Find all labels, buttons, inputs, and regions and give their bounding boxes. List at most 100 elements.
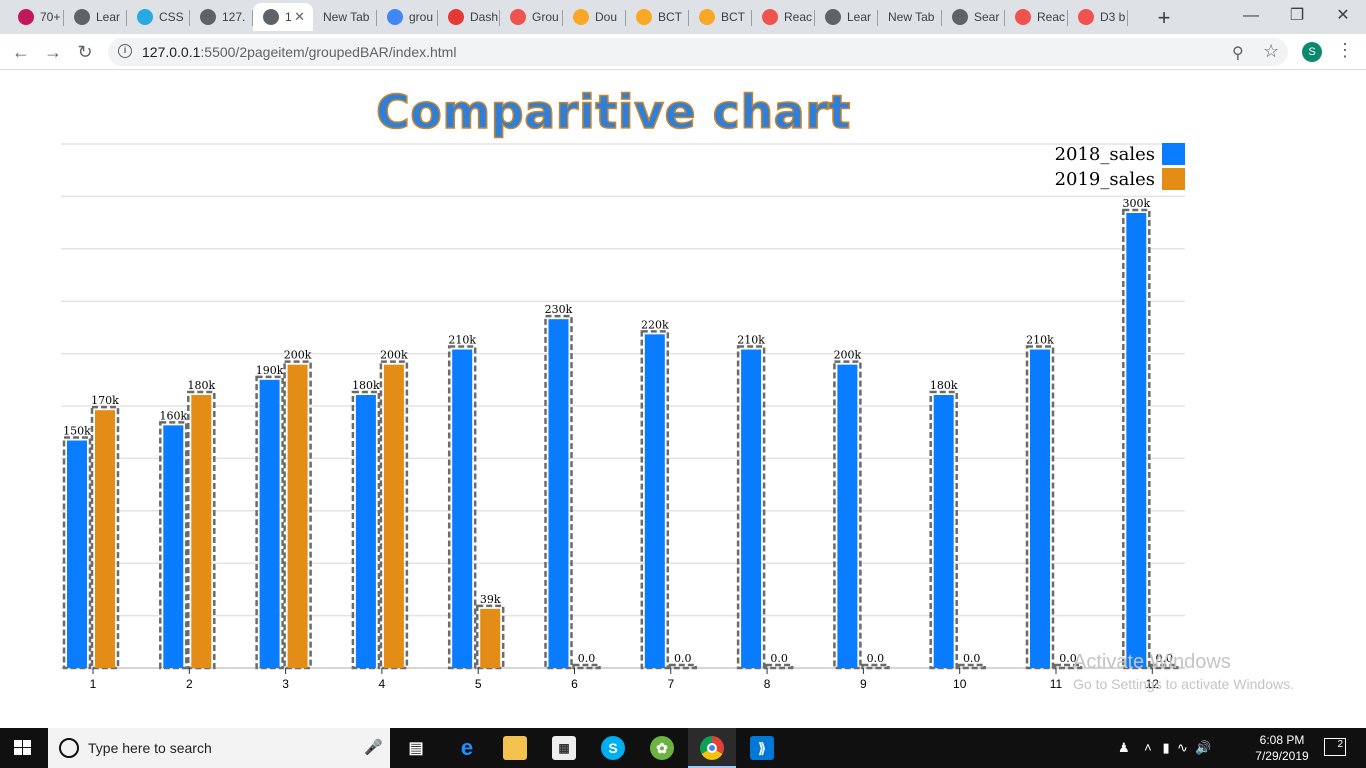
tab-7[interactable]: grou <box>377 3 438 31</box>
task-view-icon[interactable]: ▤ <box>408 740 424 757</box>
address-bar[interactable]: i 127.0.0.1:5500/2pageitem/groupedBAR/in… <box>108 38 1288 66</box>
system-tray: ♟ ˄ ▮ ∿ 🔊 <box>1118 740 1211 756</box>
tab-1[interactable]: 70+ <box>8 3 64 31</box>
tab-17[interactable]: Reac <box>1005 3 1068 31</box>
bar-outline <box>1053 663 1083 670</box>
microphone-icon[interactable]: 🎤 <box>364 739 383 756</box>
x-tick-label: 11 <box>1050 677 1063 691</box>
avatar[interactable]: S <box>1302 42 1322 62</box>
notification-icon[interactable]: 2 <box>1324 738 1346 756</box>
kebab-menu-icon[interactable]: ⋮ <box>1336 40 1354 60</box>
watermark-line2: Go to Settings to activate Windows. <box>1073 676 1294 692</box>
x-tick-label: 8 <box>764 677 771 691</box>
tab-10[interactable]: Dou <box>563 3 626 31</box>
vscode-icon[interactable]: ⟫ <box>750 736 774 760</box>
tab-separator <box>877 10 878 26</box>
tab-close-icon[interactable]: ✕ <box>294 9 305 24</box>
bar <box>355 395 376 668</box>
windows-start-icon[interactable] <box>14 740 32 756</box>
globe-icon <box>952 9 968 25</box>
tab-separator <box>63 10 64 26</box>
tab-label: Lear <box>96 10 121 24</box>
url-host: 127.0.0.1 <box>142 44 201 60</box>
data-label: 180k <box>187 379 215 392</box>
zoom-icon[interactable]: ⚲ <box>1232 45 1244 62</box>
back-button[interactable]: ← <box>12 42 30 62</box>
new-tab-button[interactable]: + <box>1157 5 1171 30</box>
tab-label: Reac <box>784 10 813 24</box>
info-icon[interactable]: i <box>118 44 132 58</box>
tab-label: BCT <box>658 10 682 24</box>
data-label: 210k <box>1026 334 1054 347</box>
tab-separator <box>1127 10 1128 26</box>
battery-icon[interactable]: ▮ <box>1162 740 1170 755</box>
taskbar: Type here to search 🎤 ▤ e ▦ S ✿ ⟫ ♟ ˄ ▮ … <box>0 728 1366 768</box>
tab-5[interactable]: 1 ✕ <box>253 3 313 31</box>
clock[interactable]: 6:08 PM 7/29/2019 <box>1252 732 1312 764</box>
tab-2[interactable]: Lear <box>64 3 127 31</box>
tab-label: Grou <box>532 10 559 24</box>
people-icon[interactable]: ♟ <box>1118 740 1130 755</box>
tab-11[interactable]: BCT <box>626 3 689 31</box>
tab-8[interactable]: Dash <box>438 3 500 31</box>
url-text[interactable]: 127.0.0.1:5500/2pageitem/groupedBAR/inde… <box>142 44 456 60</box>
close-window-button[interactable]: ✕ <box>1336 7 1350 24</box>
activate-windows-watermark: Activate Windows Go to Settings to activ… <box>1073 651 1294 695</box>
bar-outline <box>957 663 986 670</box>
bar <box>95 410 115 668</box>
skype-icon[interactable]: S <box>601 736 625 760</box>
tab-separator <box>562 10 563 26</box>
tab-separator <box>941 10 942 26</box>
volume-icon[interactable]: 🔊 <box>1195 740 1212 755</box>
tab-label: D3 b <box>1100 10 1126 24</box>
tab-16[interactable]: Sear <box>942 3 1005 31</box>
tab-13[interactable]: Reac <box>752 3 815 31</box>
tab-9[interactable]: Grou <box>500 3 563 31</box>
chrome-icon[interactable] <box>700 736 724 760</box>
forward-button[interactable]: → <box>44 42 62 62</box>
cortana-icon <box>59 738 79 758</box>
tab-6[interactable]: New Tab <box>313 3 377 31</box>
file-explorer-icon[interactable] <box>503 736 527 760</box>
edge-icon[interactable]: e <box>460 735 474 760</box>
spring-icon[interactable]: ✿ <box>650 736 674 760</box>
store-icon[interactable]: ▦ <box>552 736 576 760</box>
tab-14[interactable]: Lear <box>815 3 878 31</box>
restore-button[interactable]: ❐ <box>1289 7 1305 24</box>
minimize-button[interactable]: — <box>1243 7 1259 24</box>
tab-separator <box>1067 10 1068 26</box>
tab-12[interactable]: BCT <box>689 3 752 31</box>
data-label: 300k <box>1122 197 1150 210</box>
bar-outline <box>572 663 601 670</box>
tab-18[interactable]: D3 b <box>1068 3 1128 31</box>
bar <box>644 334 665 668</box>
clock-time: 6:08 PM <box>1259 733 1305 747</box>
tab-3[interactable]: CSS <box>127 3 190 31</box>
bar <box>548 319 569 668</box>
wifi-icon[interactable]: ∿ <box>1176 740 1188 755</box>
data-label: 0.0 <box>578 652 596 665</box>
cubes-icon <box>1015 9 1031 25</box>
tab-separator <box>126 10 127 26</box>
tab-label: Reac <box>1037 10 1066 24</box>
tab-separator <box>625 10 626 26</box>
x-tick-label: 1 <box>90 677 97 691</box>
data-label: 190k <box>256 364 284 377</box>
taskbar-search-box[interactable]: Type here to search 🎤 <box>48 728 390 768</box>
clock-date: 7/29/2019 <box>1255 749 1309 763</box>
bar <box>480 608 501 668</box>
chevron-up-icon[interactable]: ˄ <box>1144 740 1152 755</box>
bookmark-star-icon[interactable]: ☆ <box>1263 41 1280 61</box>
reload-button[interactable]: ↻ <box>77 42 93 62</box>
tab-15[interactable]: New Tab <box>878 3 942 31</box>
w-icon <box>448 9 464 25</box>
tab-label: Dou <box>595 10 618 24</box>
tab-label: grou <box>409 10 434 24</box>
tab-label: Lear <box>847 10 872 24</box>
tab-4[interactable]: 127. <box>190 3 253 31</box>
data-label: 39k <box>480 593 501 606</box>
tab-label: BCT <box>721 10 745 24</box>
tab-label: 70+ <box>40 10 61 24</box>
bar <box>741 349 762 668</box>
data-label: 180k <box>352 379 380 392</box>
